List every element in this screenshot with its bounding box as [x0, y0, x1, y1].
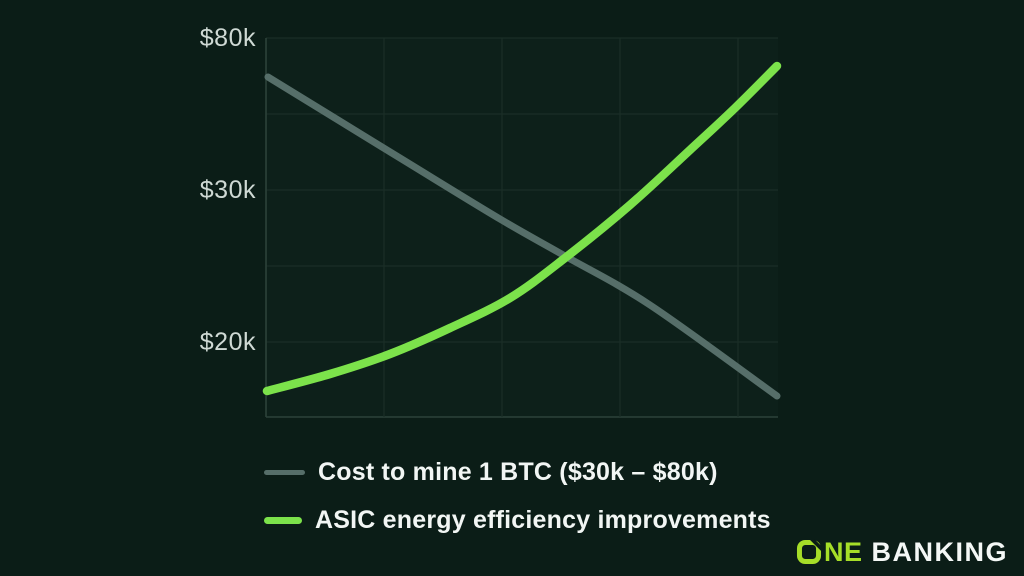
logo-one-wordmark: NE — [796, 537, 863, 568]
legend-item-cost-to-mine: Cost to mine 1 BTC ($30k – $80k) — [264, 455, 771, 489]
y-axis-label-20k: $20k — [199, 328, 256, 356]
series-line-cost-to-mine — [264, 73, 781, 400]
legend-item-asic-efficiency: ASIC energy efficiency improvements — [264, 503, 771, 537]
logo-one-text: NE — [823, 536, 863, 567]
series-line-asic-efficiency — [262, 61, 782, 396]
green-line-swatch-icon — [264, 516, 302, 524]
y-axis-label-30k: $30k — [199, 176, 256, 204]
legend-label-asic-efficiency: ASIC energy efficiency improvements — [315, 505, 771, 534]
y-axis-label-80k: $80k — [199, 24, 256, 52]
gray-line-swatch-icon — [264, 469, 305, 475]
one-banking-logo: NE BANKING — [796, 537, 1008, 567]
legend-label-cost-to-mine: Cost to mine 1 BTC ($30k – $80k) — [318, 457, 718, 486]
chart-legend: Cost to mine 1 BTC ($30k – $80k) ASIC en… — [264, 455, 771, 537]
one-banking-o-icon — [796, 539, 822, 565]
plot-area — [266, 38, 778, 417]
logo-banking-text: BANKING — [871, 536, 1008, 567]
